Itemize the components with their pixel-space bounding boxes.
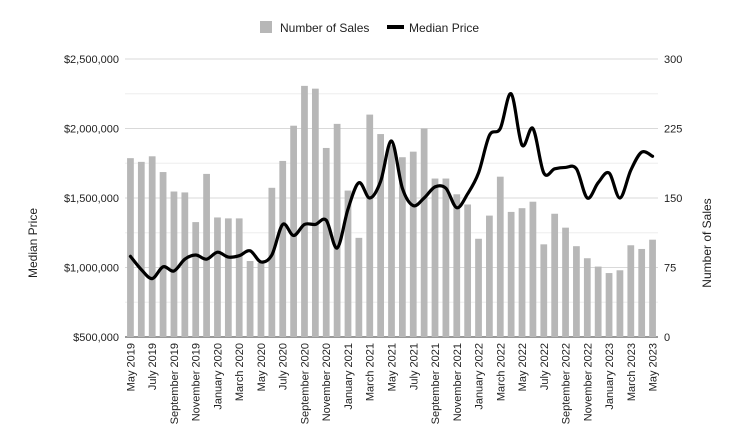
sales-bar — [551, 213, 559, 337]
y-left-tick-label: $500,000 — [73, 332, 119, 344]
sales-bar — [388, 145, 395, 337]
sales-bar — [638, 248, 646, 337]
sales-bar — [594, 266, 602, 337]
sales-bar — [420, 128, 428, 337]
legend: Number of Sales Median Price — [260, 21, 479, 35]
x-tick-label: July 2019 — [147, 343, 159, 390]
sales-bar — [507, 211, 515, 337]
y-left-tick-label: $1,000,000 — [64, 263, 119, 275]
sales-bar — [540, 244, 548, 337]
sales-bar — [464, 204, 472, 337]
x-tick-label: May 2023 — [648, 343, 660, 391]
sales-bar — [518, 208, 526, 337]
sales-bar — [301, 85, 308, 337]
sales-bar — [159, 172, 167, 337]
x-tick-label: May 2021 — [387, 343, 399, 391]
x-tick-label: January 2020 — [212, 343, 224, 410]
x-tick-label: May 2020 — [256, 343, 268, 391]
y-right-tick-label: 150 — [664, 193, 682, 205]
x-tick-label: March 2022 — [495, 343, 507, 401]
x-tick-label: July 2020 — [278, 343, 290, 390]
sales-bar — [649, 239, 656, 337]
sales-bar — [562, 227, 569, 337]
sales-bar — [627, 245, 635, 337]
y-right-tick-label: 0 — [664, 332, 670, 344]
y-right-tick-label: 225 — [664, 124, 682, 136]
sales-bar — [268, 187, 276, 337]
sales-bar — [344, 190, 352, 337]
x-tick-label: January 2022 — [474, 343, 486, 410]
x-tick-label: July 2021 — [408, 343, 420, 390]
x-tick-label: November 2019 — [191, 343, 203, 421]
y-right-tick-label: 75 — [664, 263, 676, 275]
sales-bar — [355, 237, 363, 337]
x-tick-label: May 2019 — [125, 343, 137, 391]
sales-bar — [148, 156, 156, 337]
y-left-tick-label: $1,500,000 — [64, 193, 119, 205]
sales-bar — [279, 160, 287, 337]
y-axis-right-title: Number of Sales — [700, 198, 714, 287]
x-tick-label: March 2021 — [365, 343, 377, 401]
sales-bar — [224, 218, 232, 337]
x-tick-label: November 2022 — [582, 343, 594, 421]
sales-bar — [377, 134, 384, 337]
sales-bar — [333, 123, 341, 337]
sales-bar — [366, 114, 374, 337]
x-tick-label: November 2020 — [321, 343, 333, 421]
sales-bar — [616, 270, 624, 337]
x-tick-label: March 2020 — [234, 343, 246, 401]
y-left-tick-label: $2,500,000 — [64, 54, 119, 66]
x-tick-label: September 2022 — [561, 343, 573, 424]
sales-bar — [235, 218, 243, 337]
sales-bar — [137, 161, 145, 337]
sales-bar — [192, 222, 200, 337]
y-left-tick-label: $2,000,000 — [64, 124, 119, 136]
price-line-group — [128, 92, 655, 281]
x-tick-label: January 2021 — [343, 343, 355, 410]
x-tick-label: May 2022 — [517, 343, 529, 391]
sales-bar — [486, 215, 493, 337]
x-tick-label: September 2021 — [430, 343, 442, 424]
y-axis-left-title: Median Price — [26, 208, 40, 278]
x-tick-label: November 2021 — [452, 343, 464, 421]
sales-bar — [257, 262, 265, 337]
x-tick-label: March 2023 — [626, 343, 638, 401]
sales-bar — [442, 178, 450, 337]
sales-bar — [290, 125, 297, 337]
x-tick-label: July 2022 — [539, 343, 551, 390]
sales-bar — [529, 201, 537, 337]
sales-bar — [322, 147, 330, 337]
sales-bars — [127, 85, 656, 337]
sales-bar — [475, 238, 482, 337]
sales-bar — [496, 176, 504, 337]
x-tick-label: January 2023 — [604, 343, 616, 410]
legend-sales-swatch — [260, 21, 272, 33]
sales-bar — [605, 273, 613, 337]
x-tick-label: September 2020 — [299, 343, 311, 424]
sales-bar — [246, 261, 254, 337]
x-axis-ticks: May 2019 July 2019 September 2019 November … — [125, 343, 659, 424]
sales-bar — [431, 178, 439, 337]
legend-sales-label: Number of Sales — [280, 21, 369, 35]
sales-bar — [214, 217, 221, 337]
sales-bar — [311, 88, 319, 337]
sales-bar — [203, 173, 210, 337]
sales-bar — [409, 151, 417, 337]
right-axis-ticks: 0 75 150 225 300 — [664, 54, 682, 344]
sales-bar — [127, 158, 134, 337]
sales-bar — [170, 191, 178, 337]
sales-bar — [573, 246, 580, 337]
sales-bar — [399, 157, 406, 337]
median-price-line — [128, 92, 655, 281]
sales-bar — [583, 258, 591, 337]
left-axis-ticks: $500,000 $1,000,000 $1,500,000 $2,000,000 $2… — [64, 54, 119, 344]
legend-price-label: Median Price — [409, 21, 479, 35]
y-right-tick-label: 300 — [664, 54, 682, 66]
x-tick-label: September 2019 — [169, 343, 181, 424]
sales-bar — [181, 192, 189, 337]
sales-bar — [453, 194, 461, 337]
